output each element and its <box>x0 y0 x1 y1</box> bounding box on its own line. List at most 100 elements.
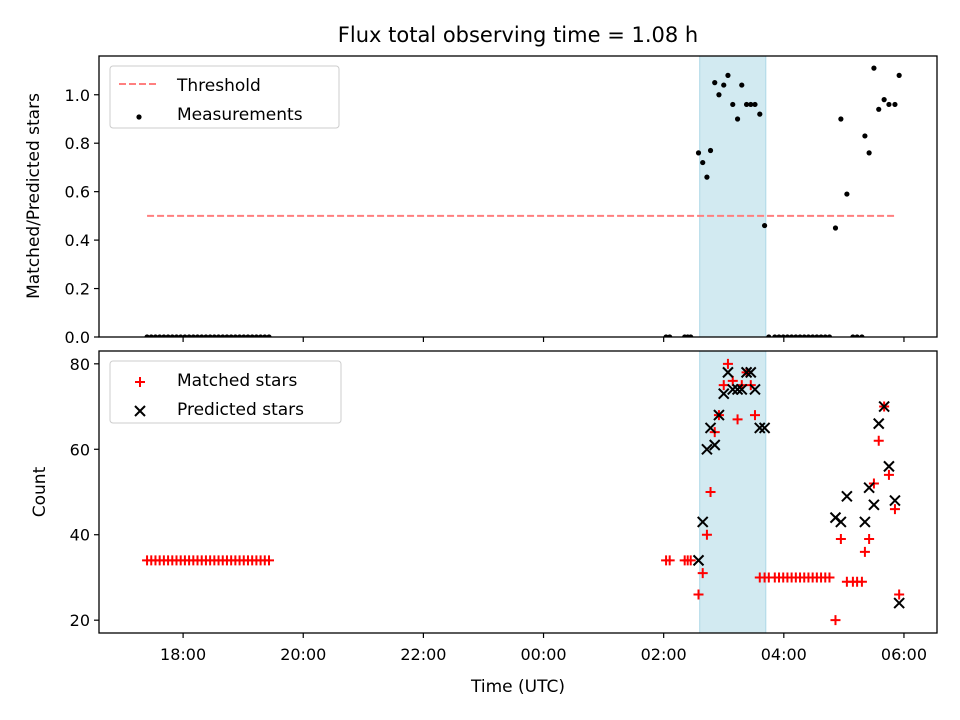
measurement-point <box>752 101 758 108</box>
measurement-point <box>707 147 714 154</box>
matched-star-point <box>894 589 905 600</box>
y-tick-label: 0.0 <box>65 328 90 347</box>
measurement-point <box>871 65 877 71</box>
matched-star-point <box>697 568 708 579</box>
predicted-star-point <box>841 490 853 502</box>
legend-label: Threshold <box>176 76 261 96</box>
y-tick-label: 60 <box>70 440 90 459</box>
y-tick-label: 40 <box>70 526 90 545</box>
measurement-point <box>892 101 898 108</box>
y-tick-label: 0.2 <box>65 280 90 299</box>
y-tick-label: 1.0 <box>65 86 90 105</box>
matched-star-point <box>664 555 675 566</box>
matched-star-point <box>889 504 900 515</box>
matched-star-point <box>830 615 841 626</box>
matched-star-point <box>264 555 275 566</box>
chart-title: Flux total observing time = 1.08 h <box>338 23 698 47</box>
predicted-star-point <box>893 597 905 609</box>
predicted-star-point <box>889 494 901 507</box>
x-tick-label: 04:00 <box>761 645 807 664</box>
predicted-star-point <box>692 554 705 567</box>
measurement-point <box>886 101 892 108</box>
measurement-point <box>761 222 768 229</box>
predicted-star-point <box>745 366 757 379</box>
legend-measurement-swatch <box>136 114 142 120</box>
predicted-star-point <box>740 366 753 379</box>
measurement-point <box>844 191 850 197</box>
measurement-point <box>704 174 710 180</box>
legend-matched-swatch <box>135 377 145 387</box>
measurement-point <box>695 150 702 156</box>
measurement-point <box>739 82 745 88</box>
predicted-star-point <box>731 383 744 396</box>
measurement-point <box>876 106 882 112</box>
measurement-point <box>748 101 754 108</box>
matched-star-point <box>835 534 846 544</box>
measurement-point <box>881 97 887 103</box>
matched-star-point <box>873 435 884 446</box>
matched-star-point <box>749 410 760 421</box>
x-tick-label: 22:00 <box>400 645 446 664</box>
predicted-star-point <box>754 422 766 434</box>
matched-star-point <box>859 546 870 557</box>
bottom-y-axis-label: Count <box>30 466 50 517</box>
measurement-point <box>743 101 750 108</box>
measurement-point <box>716 92 722 98</box>
measurement-point <box>725 72 731 78</box>
x-axis-label: Time (UTC) <box>470 677 565 697</box>
predicted-star-point <box>873 417 885 430</box>
predicted-star-point <box>709 439 721 451</box>
predicted-star-point <box>727 383 739 396</box>
legend-label: Matched stars <box>177 371 297 391</box>
matched-star-point <box>701 529 712 540</box>
measurement-point <box>838 116 844 122</box>
legend-label: Predicted stars <box>177 400 304 420</box>
predicted-star-point <box>701 443 713 455</box>
predicted-star-point <box>749 383 761 396</box>
predicted-star-point <box>697 516 709 528</box>
matched-star-point <box>856 576 867 587</box>
measurement-point <box>712 80 718 86</box>
x-tick-label: 00:00 <box>520 645 566 664</box>
matched-star-point <box>864 534 875 544</box>
top-y-axis-label: Matched/Predicted stars <box>24 93 44 299</box>
x-tick-label: 02:00 <box>641 645 687 664</box>
measurement-point <box>757 111 763 117</box>
y-tick-label: 20 <box>70 611 90 630</box>
y-tick-label: 0.4 <box>65 231 90 250</box>
matched-star-point <box>824 572 835 583</box>
matched-star-point <box>732 414 743 425</box>
measurement-point <box>730 101 736 108</box>
predicted-star-point <box>704 422 717 434</box>
measurement-point <box>700 159 706 166</box>
x-tick-label: 20:00 <box>280 645 326 664</box>
matched-star-point <box>722 358 733 369</box>
bottom-plot-panel: 20 40 60 80 18:00 20:00 22:00 00:00 02:00 04:00 06… <box>70 350 938 664</box>
y-tick-label: 0.6 <box>65 183 90 202</box>
legend-predicted-swatch <box>134 405 146 417</box>
predicted-star-point <box>883 460 895 473</box>
measurement-point <box>896 72 902 78</box>
legend-box <box>109 65 340 129</box>
observing-window-span <box>699 56 767 337</box>
measurement-point <box>866 150 872 156</box>
predicted-star-point <box>835 516 847 528</box>
measurement-point <box>721 82 727 88</box>
plot-frame <box>98 350 938 634</box>
top-plot-panel: 0.0 0.2 0.4 0.6 0.8 1.0 Threshold Measurements <box>65 55 938 347</box>
matched-star-point <box>883 469 894 480</box>
predicted-star-point <box>713 409 725 421</box>
predicted-star-point <box>758 422 771 434</box>
x-tick-label: 18:00 <box>160 645 206 664</box>
matched-star-point <box>685 555 696 566</box>
x-tick-label: 06:00 <box>881 645 927 664</box>
measurement-point <box>832 225 839 231</box>
legend-box <box>109 360 342 424</box>
predicted-star-point <box>859 516 871 528</box>
predicted-star-point <box>868 499 880 511</box>
measurement-point <box>862 133 868 139</box>
y-tick-label: 80 <box>70 355 90 374</box>
predicted-star-point <box>863 482 875 494</box>
matched-star-point <box>705 487 716 497</box>
